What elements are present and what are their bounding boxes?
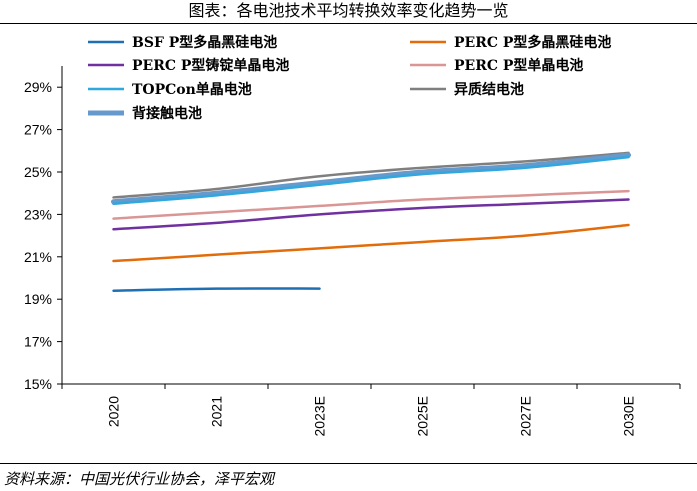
y-tick-label: 21% (24, 249, 52, 265)
title-divider (0, 23, 697, 24)
y-tick-label: 23% (24, 206, 52, 222)
legend-label: TOPCon单晶电池 (132, 81, 252, 98)
x-tick-label: 2025E (415, 396, 431, 436)
legend-label: 背接触电池 (132, 105, 202, 122)
y-tick-label: 19% (24, 291, 52, 307)
legend-label: PERC P型铸锭单晶电池 (132, 57, 289, 74)
legend: BSF P型多晶黑硅电池 PERC P型多晶黑硅电池 PERC P型铸锭单晶电池 PE… (88, 34, 611, 122)
legend-label: BSF P型多晶黑硅电池 (132, 34, 277, 51)
source-note: 资料来源：中国光伏行业协会，泽平宏观 (4, 470, 275, 488)
x-tick-label: 2030E (621, 396, 637, 436)
series-line (112, 223, 630, 263)
chart-title: 图表：各电池技术平均转换效率变化趋势一览 (188, 1, 509, 20)
x-tick-label: 2023E (312, 396, 328, 436)
y-tick-label: 29% (24, 79, 52, 95)
source-divider (0, 463, 697, 464)
y-tick-label: 15% (24, 376, 52, 392)
y-tick-label: 27% (24, 122, 52, 138)
x-tick-label: 2027E (518, 396, 534, 436)
series-line (112, 151, 630, 199)
series-lines (111, 151, 631, 292)
y-tick-label: 25% (24, 164, 52, 180)
legend-label: 异质结电池 (454, 81, 524, 98)
y-tick-label: 17% (24, 334, 52, 350)
series-line (112, 189, 630, 220)
series-line (112, 155, 630, 206)
legend-label: PERC P型多晶黑硅电池 (454, 34, 611, 51)
axes: 15% 17% 19% 21% 23% 25% 27% 29% 2020 2021 2023E 202… (24, 66, 681, 436)
series-line (112, 287, 321, 292)
series-line (111, 152, 631, 205)
x-tick-label: 2020 (106, 396, 122, 427)
series-line (112, 198, 630, 231)
x-tick-label: 2021 (209, 396, 225, 427)
legend-label: PERC P型单晶电池 (454, 57, 583, 74)
